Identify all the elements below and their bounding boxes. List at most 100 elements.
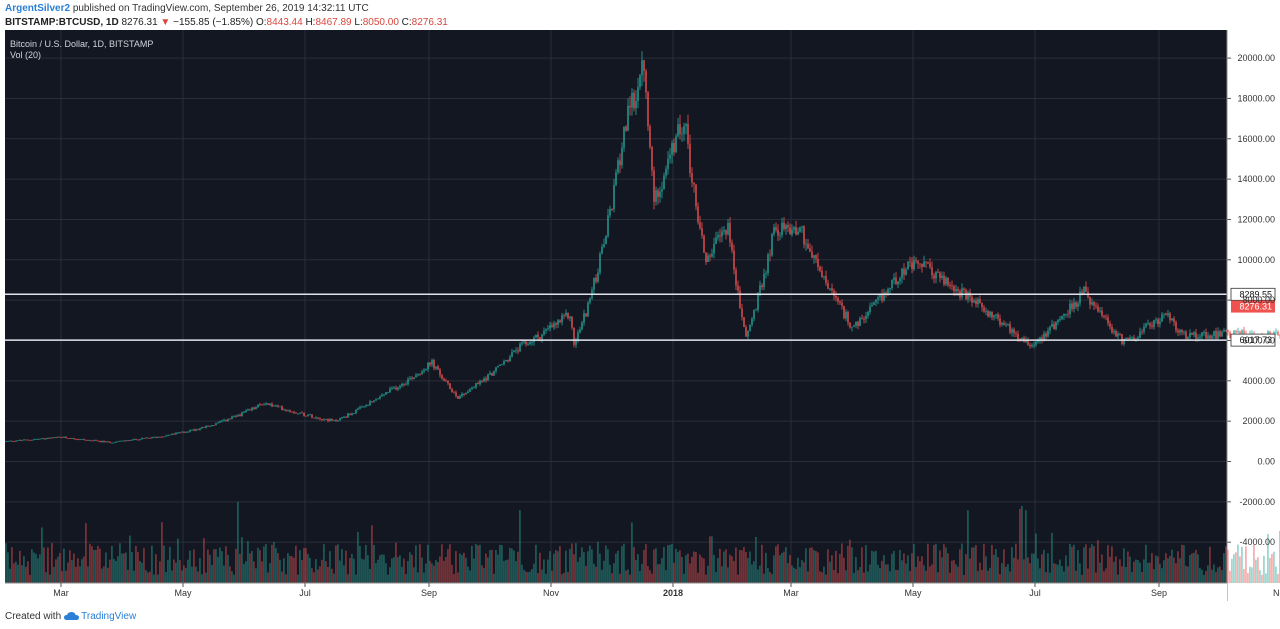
volume-bar xyxy=(435,560,437,583)
candle-body xyxy=(1069,303,1071,315)
candle-body xyxy=(875,299,877,303)
candle-body xyxy=(301,412,303,414)
volume-bar xyxy=(733,561,735,583)
volume-bar xyxy=(133,570,135,583)
candle-body xyxy=(249,409,251,411)
volume-bar xyxy=(487,557,489,583)
candle-body xyxy=(157,436,159,438)
candle-body xyxy=(379,396,381,399)
candle-body xyxy=(363,406,365,408)
candle-body xyxy=(45,438,47,440)
author-link[interactable]: ArgentSilver2 xyxy=(5,3,71,14)
candle-body xyxy=(865,316,867,320)
candle-body xyxy=(731,242,733,251)
volume-bar xyxy=(883,555,885,583)
volume-bar xyxy=(1261,574,1263,583)
y-tick-label: -2000.00 xyxy=(1239,497,1275,507)
price-chart[interactable]: 8289.55 6017.73 8276.31 20000.00 18000.00 16… xyxy=(5,30,1280,601)
candle-body xyxy=(861,318,863,320)
volume-bar xyxy=(19,550,21,583)
candle-body xyxy=(429,362,431,365)
volume-bar xyxy=(353,558,355,583)
volume-bar xyxy=(1029,563,1031,583)
candle-body xyxy=(1119,333,1121,335)
volume-bar xyxy=(885,564,887,583)
candle-body xyxy=(1057,319,1059,322)
low-label: L: xyxy=(354,17,363,28)
volume-bar xyxy=(839,553,841,583)
candle-body xyxy=(339,418,341,421)
volume-bar xyxy=(469,570,471,583)
volume-bar xyxy=(1107,545,1109,583)
candle-body xyxy=(89,440,91,441)
candle-body xyxy=(371,401,373,403)
candle-body xyxy=(563,315,565,317)
volume-bar xyxy=(277,553,279,583)
candle-body xyxy=(27,439,29,441)
horizontal-lines[interactable]: 8289.55 6017.73 8276.31 xyxy=(5,287,1276,347)
volume-bar xyxy=(473,558,475,583)
candle-body xyxy=(463,393,465,395)
volume-bar xyxy=(969,558,971,583)
candle-body xyxy=(397,387,399,390)
volume-bar xyxy=(1085,544,1087,583)
volume-bar xyxy=(35,553,37,583)
candle-body xyxy=(585,313,587,317)
volume-bar xyxy=(935,543,937,583)
volume-bar xyxy=(91,546,93,583)
volume-bar xyxy=(689,563,691,583)
volume-bar xyxy=(303,548,305,583)
chart-title: Bitcoin / U.S. Dollar, 1D, BITSTAMP xyxy=(10,39,153,49)
candle-body xyxy=(995,314,997,316)
volume-bar xyxy=(967,510,969,583)
volume-bar xyxy=(255,568,257,583)
candle-body xyxy=(1179,330,1181,333)
candle-body xyxy=(651,147,653,171)
candle-body xyxy=(919,263,921,265)
volume-bar xyxy=(937,572,939,583)
candle-body xyxy=(33,439,35,441)
candle-body xyxy=(993,315,995,318)
volume-bar xyxy=(419,544,421,583)
price-axis[interactable]: 20000.00 18000.00 16000.00 14000.00 12000.00… xyxy=(1226,30,1275,601)
time-axis-background xyxy=(5,583,1227,601)
volume-bar xyxy=(249,553,251,583)
volume-bar xyxy=(153,574,155,583)
volume-bar xyxy=(1231,558,1233,583)
candle-body xyxy=(1001,323,1003,325)
candle-body xyxy=(657,190,659,197)
tradingview-logo[interactable]: TradingView xyxy=(64,611,136,622)
volume-bar xyxy=(477,545,479,583)
volume-bar xyxy=(851,547,853,583)
volume-bar xyxy=(991,544,993,583)
volume-bar xyxy=(847,545,849,583)
candle-body xyxy=(829,288,831,290)
candle-body xyxy=(541,334,543,339)
volume-bar xyxy=(281,571,283,583)
candle-body xyxy=(605,235,607,245)
volume-bar xyxy=(189,550,191,583)
candle-body xyxy=(699,222,701,229)
time-axis[interactable]: MarMayJulSepNov2018MarMayJulSepNov2019Ma… xyxy=(5,582,1280,601)
volume-bar xyxy=(385,563,387,583)
candle-body xyxy=(419,373,421,375)
candle-body xyxy=(733,250,735,270)
candle-body xyxy=(137,439,139,441)
candle-body xyxy=(213,425,215,426)
x-tick-label: Sep xyxy=(421,588,437,598)
volume-bar xyxy=(515,561,517,583)
y-tick-label: 18000.00 xyxy=(1237,93,1275,103)
candle-body xyxy=(779,235,781,236)
candle-body xyxy=(971,296,973,303)
volume-bar xyxy=(517,551,519,583)
candle-body xyxy=(807,243,809,249)
candle-body xyxy=(1097,306,1099,312)
volume-bar xyxy=(779,555,781,583)
open-label: O: xyxy=(255,17,267,28)
candle-body xyxy=(795,227,797,235)
candle-body xyxy=(1063,314,1065,316)
volume-bar xyxy=(977,571,979,583)
candle-body xyxy=(1131,337,1133,339)
candle-body xyxy=(1075,302,1077,307)
volume-bar xyxy=(311,568,313,583)
